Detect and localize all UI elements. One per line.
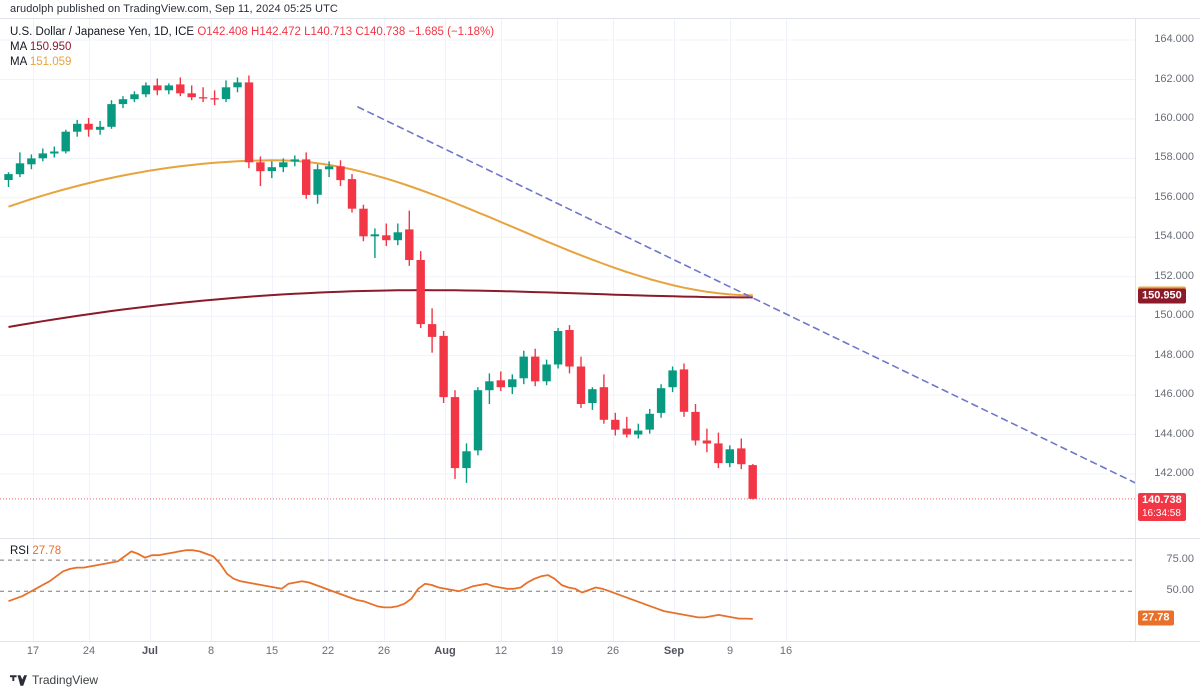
legend-close: 140.738 [363, 26, 406, 38]
rsi-legend-label: RSI [10, 545, 30, 557]
time-tick: 26 [377, 645, 391, 657]
legend-ma2-value: 151.059 [29, 56, 72, 68]
legend-ma1-row: MA 150.950 [10, 40, 494, 54]
price-grid [0, 19, 1135, 538]
tradingview-logo-icon [10, 674, 27, 686]
legend-low: 140.713 [310, 26, 353, 38]
rsi-grid [33, 539, 787, 641]
legend-symbol: U.S. Dollar / Japanese Yen, 1D, ICE [10, 26, 195, 38]
ma-maroon-line [8, 289, 753, 328]
time-tick: 22 [321, 645, 335, 657]
legend-high: 142.472 [259, 26, 301, 38]
rsi-plot [0, 539, 1135, 641]
legend-ma2-row: MA 151.059 [10, 55, 494, 69]
price-tick: 146.000 [1154, 388, 1194, 401]
price-legend: U.S. Dollar / Japanese Yen, 1D, ICE O142… [10, 25, 494, 69]
legend-quote-row: U.S. Dollar / Japanese Yen, 1D, ICE O142… [10, 25, 494, 39]
price-tick: 150.000 [1154, 309, 1194, 322]
time-tick: 16 [779, 645, 793, 657]
last-price-badge: 140.738 16:34:58 [1138, 492, 1186, 521]
rsi-tick: 50.00 [1166, 584, 1194, 597]
legend-open: 142.408 [206, 26, 248, 38]
price-tick: 164.000 [1154, 33, 1194, 45]
rsi-tick: 75.00 [1166, 553, 1194, 566]
legend-close-label: C [355, 26, 364, 38]
price-tick: 144.000 [1154, 427, 1194, 440]
price-pane[interactable]: U.S. Dollar / Japanese Yen, 1D, ICE O142… [0, 19, 1135, 538]
time-tick: Aug [434, 645, 456, 657]
candle-series [4, 75, 757, 500]
legend-ma1-value: 150.950 [29, 41, 72, 53]
rsi-badge: 27.78 [1138, 610, 1174, 626]
legend-low-label: L [304, 26, 311, 38]
price-tick: 156.000 [1154, 190, 1194, 203]
time-axis[interactable]: 17 24 Jul 8 15 22 26 Aug 12 19 26 Sep 9 16 [0, 641, 1135, 667]
price-plot [0, 19, 1135, 538]
legend-ma2-label: MA [10, 56, 27, 68]
price-tick: 142.000 [1154, 467, 1194, 479]
rsi-legend: RSI 27.78 [10, 545, 61, 557]
time-tick: 19 [550, 645, 564, 657]
countdown-value: 16:34:58 [1142, 507, 1181, 519]
legend-high-label: H [251, 26, 260, 38]
trendline [357, 106, 1135, 484]
time-tick: Jul [142, 645, 158, 657]
ma-maroon-badge: 150.950 [1138, 288, 1186, 304]
price-scale[interactable]: 164.000 162.000 160.000 158.000 156.000 154.0… [1136, 18, 1200, 640]
time-tick: 17 [26, 645, 40, 657]
legend-ma1-label: MA [10, 41, 27, 53]
price-tick: 158.000 [1154, 151, 1194, 164]
ma-orange-line [8, 159, 753, 297]
time-tick: 15 [265, 645, 279, 657]
time-tick: 24 [82, 645, 96, 657]
attribution-text: arudolph published on TradingView.com, S… [10, 3, 338, 15]
chart-frame: U.S. Dollar / Japanese Yen, 1D, ICE O142… [0, 18, 1200, 642]
rsi-pane[interactable]: RSI 27.78 [0, 539, 1135, 641]
price-tick: 148.000 [1154, 348, 1194, 361]
price-tick: 152.000 [1154, 269, 1194, 282]
rsi-line [8, 549, 753, 620]
price-tick: 160.000 [1154, 111, 1194, 124]
watermark-text: TradingView [32, 673, 99, 687]
tradingview-watermark: TradingView [10, 673, 98, 687]
time-tick: 9 [726, 645, 734, 657]
time-tick: 26 [606, 645, 620, 657]
time-tick: Sep [663, 645, 685, 657]
price-tick: 154.000 [1154, 230, 1194, 243]
rsi-legend-value: 27.78 [32, 545, 62, 557]
legend-change: −1.685 (−1.18%) [408, 26, 495, 38]
time-tick: 8 [207, 645, 215, 657]
legend-open-label: O [197, 26, 207, 38]
pane-divider [0, 538, 1200, 539]
price-tick: 162.000 [1154, 72, 1194, 85]
time-tick: 12 [494, 645, 508, 657]
last-price-value: 140.738 [1142, 493, 1182, 506]
price-scale-divider [1135, 19, 1136, 641]
